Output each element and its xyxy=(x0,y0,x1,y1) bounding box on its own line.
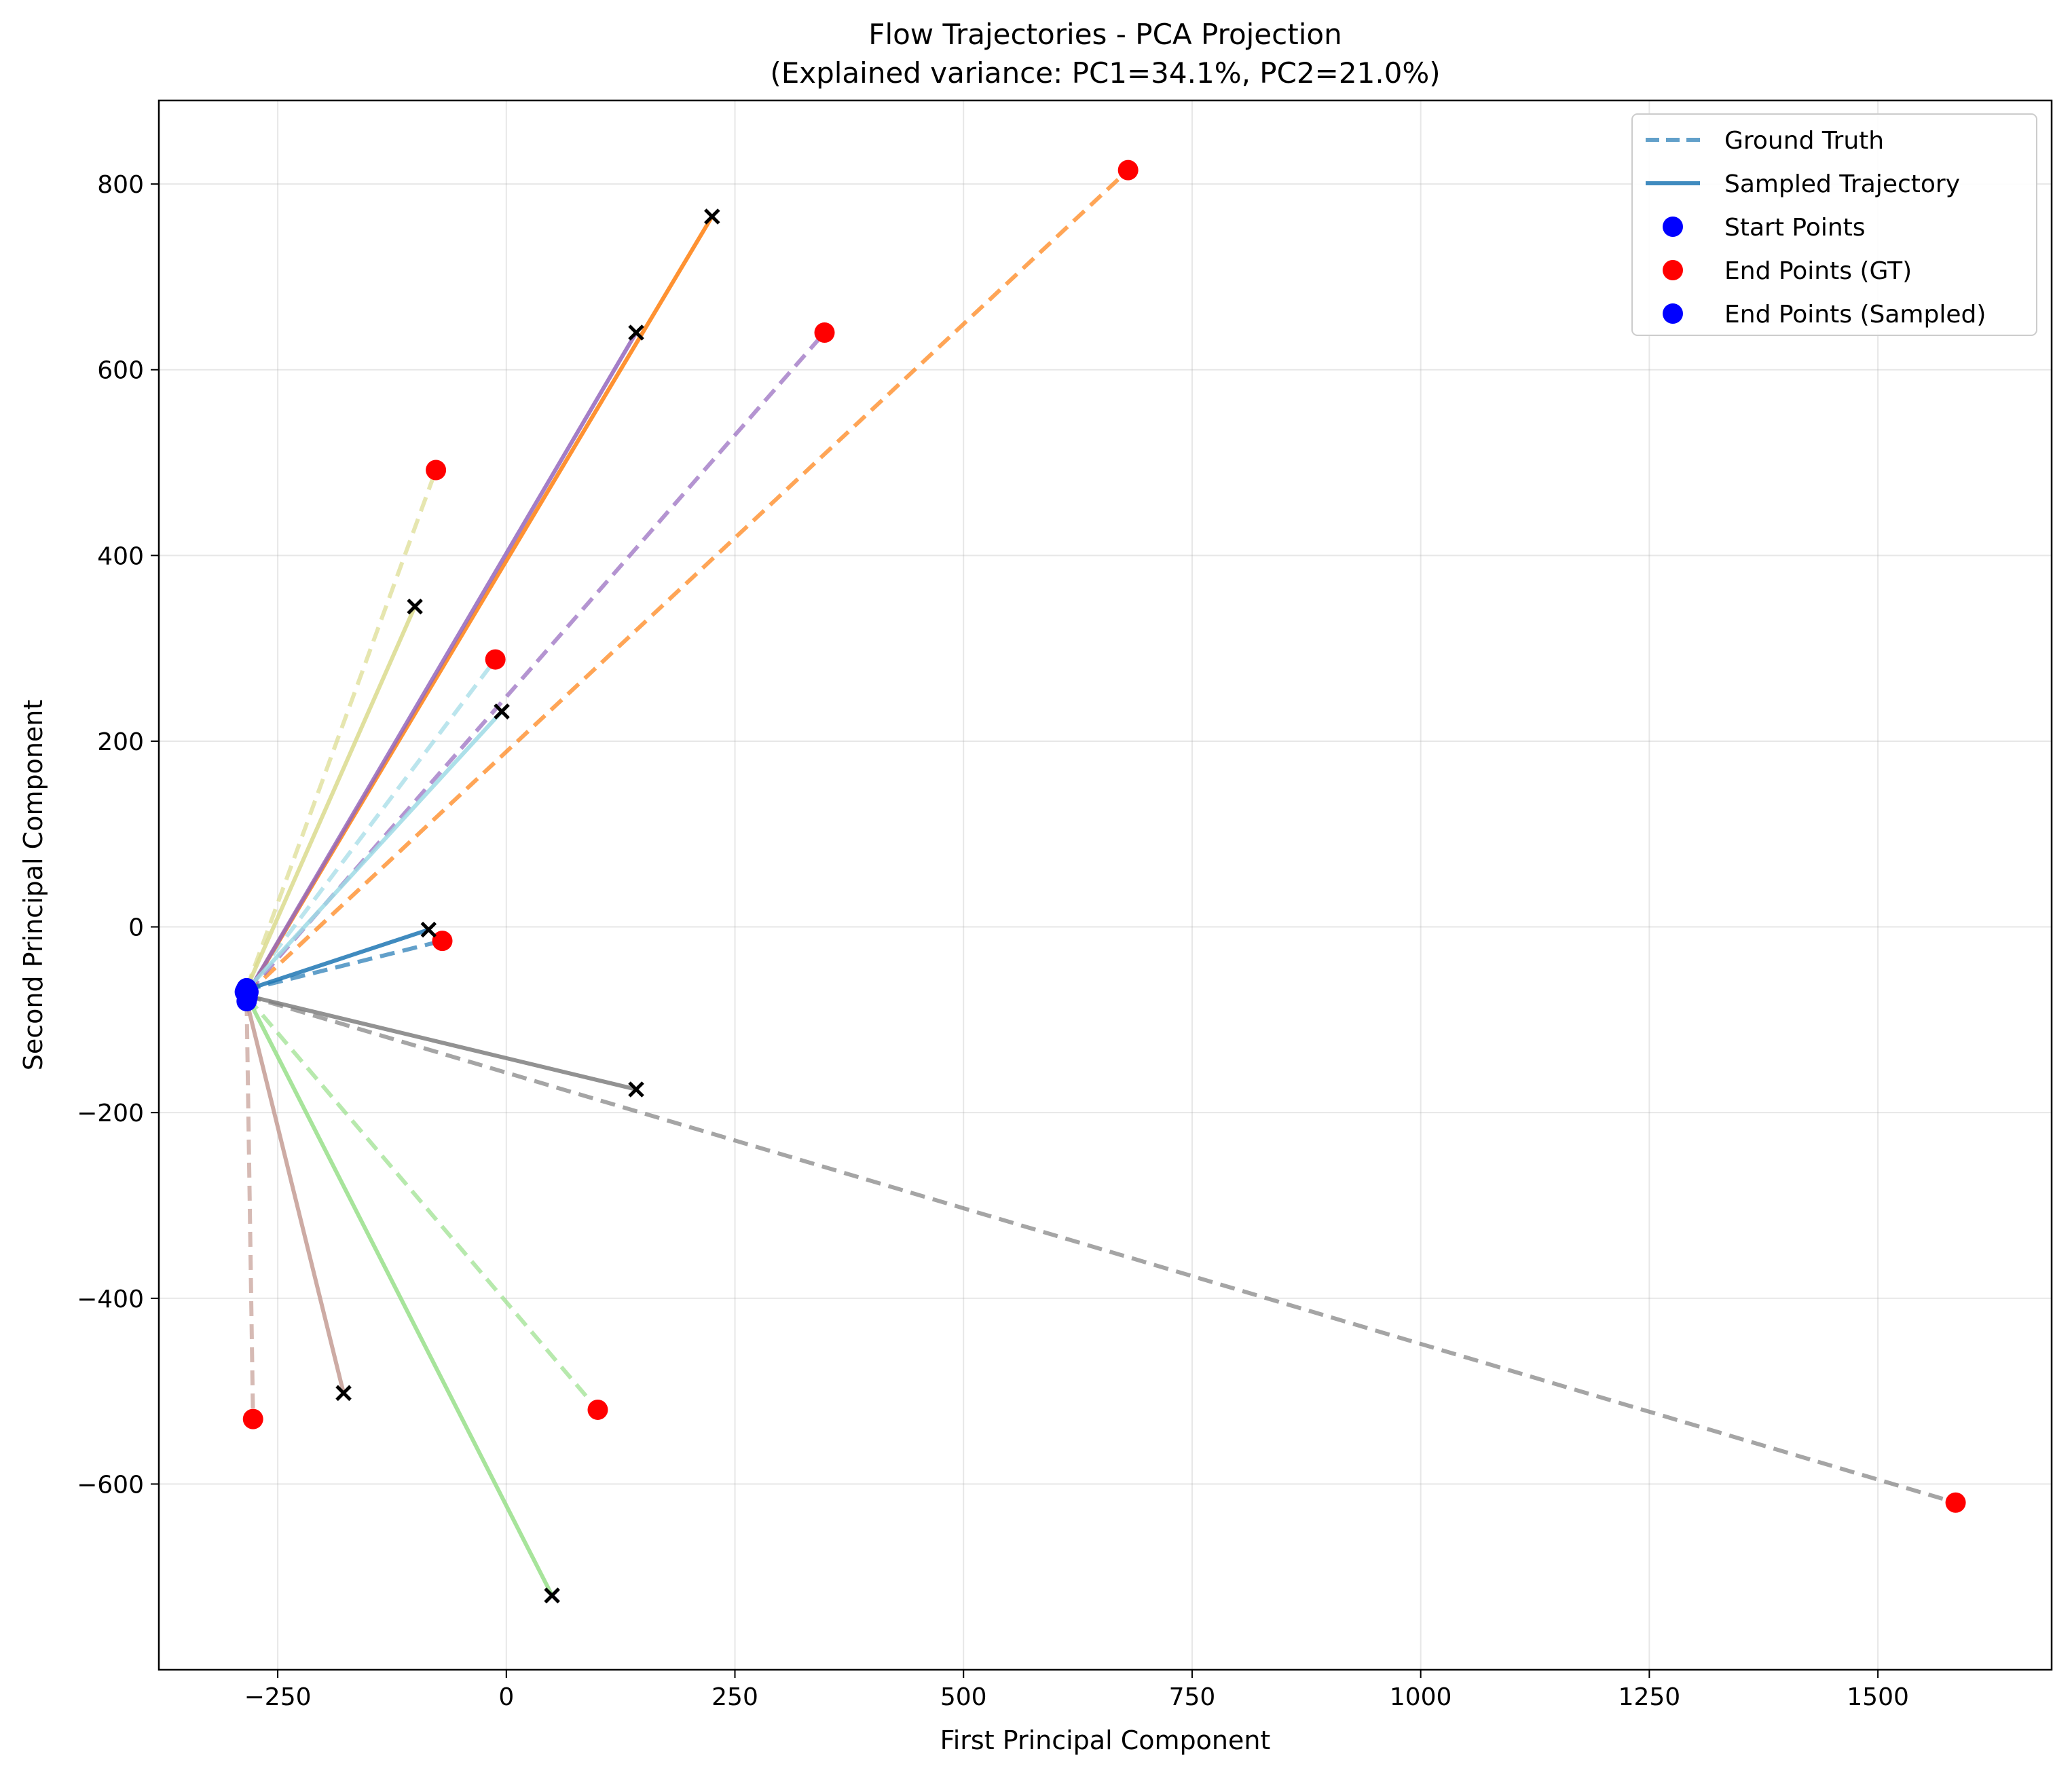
trajectory-1-sampled-end-point xyxy=(420,921,437,938)
trajectory-5-gt-end-point xyxy=(485,649,506,670)
trajectory-8-sampled-line xyxy=(244,1000,346,1394)
trajectory-1-sampled-line xyxy=(245,927,430,992)
y-tick-label: 200 xyxy=(97,728,144,756)
grid xyxy=(159,100,2052,1670)
x-axis-label: First Principal Component xyxy=(940,1725,1271,1755)
trajectory-8-ground-truth-line xyxy=(244,1000,255,1419)
trajectory-4-sampled-end-point xyxy=(407,598,423,615)
y-tick-label: −600 xyxy=(77,1471,144,1499)
y-tick-label: −200 xyxy=(77,1100,144,1127)
y-tick-label: −400 xyxy=(77,1286,144,1313)
y-tick-label: 600 xyxy=(97,357,144,385)
trajectory-7-sampled-end-point xyxy=(544,1587,560,1604)
trajectory-1-gt-end-point xyxy=(432,931,453,952)
x-tick-label: 0 xyxy=(498,1683,514,1711)
legend-marker-swatch xyxy=(1663,260,1683,280)
sampled-trajectory-lines xyxy=(243,215,714,1596)
trajectory-7-sampled-line xyxy=(245,996,554,1596)
y-tick-label: 0 xyxy=(128,914,144,942)
trajectory-6-ground-truth-line xyxy=(246,993,1957,1505)
trajectory-2-gt-end-point xyxy=(1117,160,1139,181)
legend-box xyxy=(1631,113,2037,336)
plot-frame xyxy=(158,99,2053,1671)
trajectory-6-sampled-end-point xyxy=(628,1081,644,1098)
point-markers xyxy=(234,160,1966,1604)
trajectory-3-sampled-line xyxy=(246,331,638,993)
legend: Ground Truth Sampled Trajectory Start Poin… xyxy=(1631,113,2037,336)
legend-marker-swatch xyxy=(1663,303,1683,324)
trajectory-4-gt-end-point xyxy=(426,460,447,481)
x-tick-label: −250 xyxy=(244,1683,312,1711)
x-tick-label: 1250 xyxy=(1618,1683,1681,1711)
legend-label: End Points (GT) xyxy=(1724,257,1912,285)
x-tick-label: 1000 xyxy=(1390,1683,1452,1711)
legend-label: Ground Truth xyxy=(1724,127,1884,155)
legend-marker-swatch xyxy=(1663,217,1683,237)
trajectory-6-gt-end-point xyxy=(1945,1492,1966,1513)
y-tick-label: 800 xyxy=(97,171,144,199)
y-tick-label: 400 xyxy=(97,542,144,570)
x-tick-label: 500 xyxy=(940,1683,987,1711)
trajectory-4-sampled-line xyxy=(244,605,417,990)
legend-label: End Points (Sampled) xyxy=(1724,301,1986,329)
chart-title: Flow Trajectories - PCA Projection xyxy=(868,18,1342,51)
trajectory-5-sampled-line xyxy=(243,710,504,994)
trajectory-5-sampled-end-point xyxy=(494,703,510,719)
trajectory-2-sampled-end-point xyxy=(704,208,720,225)
x-tick-label: 1500 xyxy=(1847,1683,1909,1711)
trajectory-3-sampled-end-point xyxy=(628,324,644,341)
legend-label: Start Points xyxy=(1724,214,1866,242)
y-axis-label: Second Principal Component xyxy=(18,700,48,1071)
trajectory-7-gt-end-point xyxy=(587,1399,608,1420)
trajectory-5-ground-truth-line xyxy=(243,658,498,994)
chart-subtitle: (Explained variance: PC1=34.1%, PC2=21.0… xyxy=(770,56,1440,90)
trajectory-8-sampled-end-point xyxy=(335,1385,352,1402)
trajectory-3-gt-end-point xyxy=(814,322,835,343)
legend-label: Sampled Trajectory xyxy=(1724,170,1960,198)
trajectory-8-start-point xyxy=(236,991,257,1012)
trajectory-1-ground-truth-line xyxy=(245,939,443,992)
trajectory-7-ground-truth-line xyxy=(246,996,599,1411)
x-tick-label: 250 xyxy=(711,1683,758,1711)
trajectory-2-ground-truth-line xyxy=(246,168,1130,996)
x-tick-label: 750 xyxy=(1169,1683,1216,1711)
trajectory-8-gt-end-point xyxy=(242,1408,263,1429)
axis-ticks: −250 0 250 500 750 1000 1250 1500 −600 −400 −200 0 2… xyxy=(77,171,1909,1711)
trajectory-6-sampled-line xyxy=(246,993,637,1091)
